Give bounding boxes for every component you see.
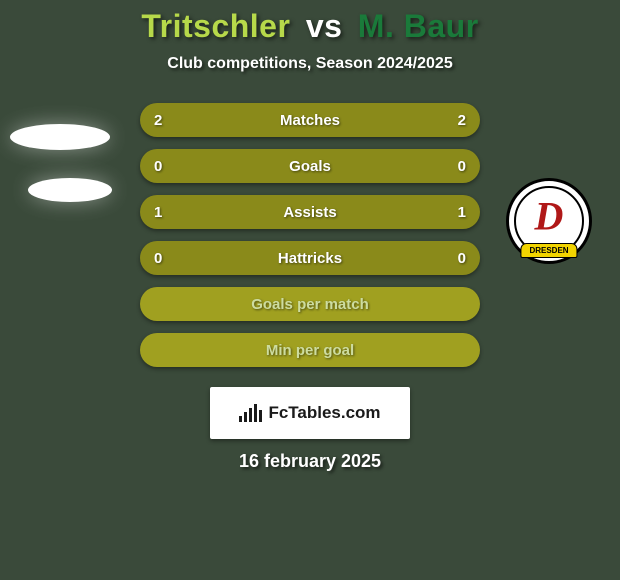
stat-label: Matches: [280, 112, 340, 129]
stat-row: Min per goal: [140, 333, 480, 367]
stat-label: Goals per match: [251, 296, 369, 313]
chart-icon-bar: [244, 412, 247, 422]
source-badge-text: FcTables.com: [268, 403, 380, 423]
stat-row: Goals per match: [140, 287, 480, 321]
subtitle: Club competitions, Season 2024/2025: [0, 55, 620, 73]
chart-icon-bar: [254, 404, 257, 422]
stat-left-value: 1: [154, 204, 162, 221]
comparison-card: Tritschler vs M. Baur Club competitions,…: [0, 0, 620, 580]
source-badge: FcTables.com: [210, 387, 410, 439]
chart-icon-bar: [239, 416, 242, 422]
chart-icon: [239, 404, 262, 422]
title-vs: vs: [306, 8, 343, 44]
club-crest: D DRESDEN: [506, 178, 592, 264]
stat-left-value: 0: [154, 158, 162, 175]
stat-label: Assists: [283, 204, 336, 221]
stat-left-value: 2: [154, 112, 162, 129]
title-player1: Tritschler: [141, 8, 290, 44]
decorative-ellipse: [28, 178, 112, 202]
title: Tritschler vs M. Baur: [0, 8, 620, 45]
stat-left-value: 0: [154, 250, 162, 267]
title-player2: M. Baur: [358, 8, 479, 44]
stat-label: Hattricks: [278, 250, 342, 267]
stat-row: 0 Hattricks 0: [140, 241, 480, 275]
stat-row: 2 Matches 2: [140, 103, 480, 137]
stat-right-value: 1: [458, 204, 466, 221]
chart-icon-bar: [259, 410, 262, 422]
chart-icon-bar: [249, 408, 252, 422]
stat-label: Goals: [289, 158, 331, 175]
decorative-ellipse: [10, 124, 110, 150]
stat-right-value: 0: [458, 158, 466, 175]
date-text: 16 february 2025: [0, 451, 620, 472]
stat-row: 0 Goals 0: [140, 149, 480, 183]
stat-right-value: 2: [458, 112, 466, 129]
stat-label: Min per goal: [266, 342, 354, 359]
crest-banner: DRESDEN: [520, 243, 577, 258]
stat-right-value: 0: [458, 250, 466, 267]
crest-letter: D: [535, 192, 564, 239]
stat-row: 1 Assists 1: [140, 195, 480, 229]
